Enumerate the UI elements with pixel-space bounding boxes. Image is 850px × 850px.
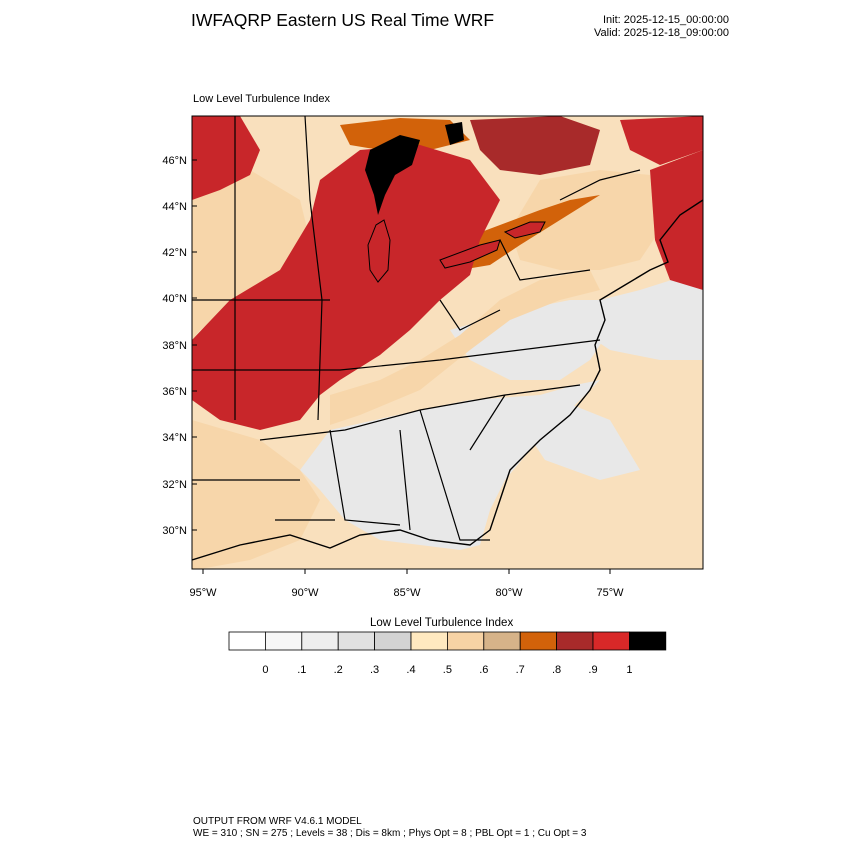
colorbar-box <box>446 631 485 651</box>
turbulence-field <box>192 116 703 569</box>
colorbar-box <box>264 631 303 651</box>
lon-label-95: 95°W <box>189 587 217 599</box>
colorbar-label: .6 <box>479 664 489 676</box>
colorbar-label: .8 <box>552 664 562 676</box>
north-orange-band <box>340 118 470 150</box>
colorbar-box <box>337 631 376 651</box>
maine-high-turbulence <box>620 116 703 165</box>
footer-line-1: OUTPUT FROM WRF V4.6.1 MODEL <box>193 816 362 827</box>
lat-label-34: 34°N <box>162 432 187 444</box>
lat-label-30: 30°N <box>162 525 187 537</box>
ontario-dark-red <box>470 116 600 175</box>
map-frame <box>191 115 704 570</box>
colorbar-label: 1 <box>626 664 633 676</box>
colorbar <box>228 631 667 651</box>
colorbar-box <box>301 631 339 651</box>
colorbar-label: .1 <box>297 664 307 676</box>
valid-time: Valid: 2025-12-18_09:00:00 <box>594 27 729 39</box>
lake-erie <box>439 239 501 269</box>
lake-ontario <box>503 221 546 239</box>
colorbar-box <box>519 631 558 651</box>
lat-tick-marks <box>192 159 197 531</box>
coastline <box>192 199 703 561</box>
midwest-high-turbulence <box>192 145 500 430</box>
colorbar-label: .2 <box>333 664 343 676</box>
colorbar-box <box>228 631 266 651</box>
colorbar-label: 0 <box>262 664 269 676</box>
lat-label-32: 32°N <box>162 479 187 491</box>
northwest-high-turbulence <box>192 116 260 200</box>
colorbar-label: .9 <box>588 664 598 676</box>
model-info-footer: OUTPUT FROM WRF V4.6.1 MODEL WE = 310 ; … <box>193 816 586 840</box>
lat-label-44: 44°N <box>162 201 187 213</box>
lat-label-36: 36°N <box>162 386 187 398</box>
colorbar-label: .5 <box>442 664 452 676</box>
lake-superior-max <box>365 135 420 215</box>
main-title: IWFAQRP Eastern US Real Time WRF <box>191 10 495 30</box>
lat-label-42: 42°N <box>162 247 187 259</box>
lon-label-90: 90°W <box>291 587 319 599</box>
colorbar-box <box>592 631 630 651</box>
lat-label-46: 46°N <box>162 155 187 167</box>
init-time: Init: 2025-12-15_00:00:00 <box>603 14 729 26</box>
ocean-grey-band <box>580 270 703 360</box>
northeast-region <box>510 170 660 270</box>
colorbar-label: .4 <box>406 664 416 676</box>
colorbar-box <box>483 631 521 651</box>
north-max-patch <box>445 122 464 145</box>
colorbar-title: Low Level Turbulence Index <box>370 617 514 629</box>
lon-label-75: 75°W <box>596 587 624 599</box>
field-title: Low Level Turbulence Index <box>193 93 330 105</box>
colorbar-label: .3 <box>370 664 380 676</box>
footer-line-2: WE = 310 ; SN = 275 ; Levels = 38 ; Dis … <box>193 828 587 839</box>
southern-plains-region <box>192 420 320 569</box>
lon-label-80: 80°W <box>495 587 523 599</box>
lat-label-38: 38°N <box>162 340 187 352</box>
time-info: Init: 2025-12-15_00:00:00 Valid: 2025-12… <box>594 14 729 40</box>
appalachian-region <box>330 270 600 425</box>
colorbar-box <box>410 631 448 651</box>
lake-michigan <box>367 219 391 283</box>
colorbar-box <box>374 631 412 651</box>
state-borders <box>192 116 641 541</box>
lon-label-85: 85°W <box>393 587 421 599</box>
lon-tick-marks <box>202 569 611 574</box>
colorbar-box <box>556 631 594 651</box>
lat-label-40: 40°N <box>162 293 187 305</box>
colorbar-box <box>629 631 667 651</box>
northern-plains-region <box>192 170 310 340</box>
colorbar-label: .7 <box>515 664 525 676</box>
